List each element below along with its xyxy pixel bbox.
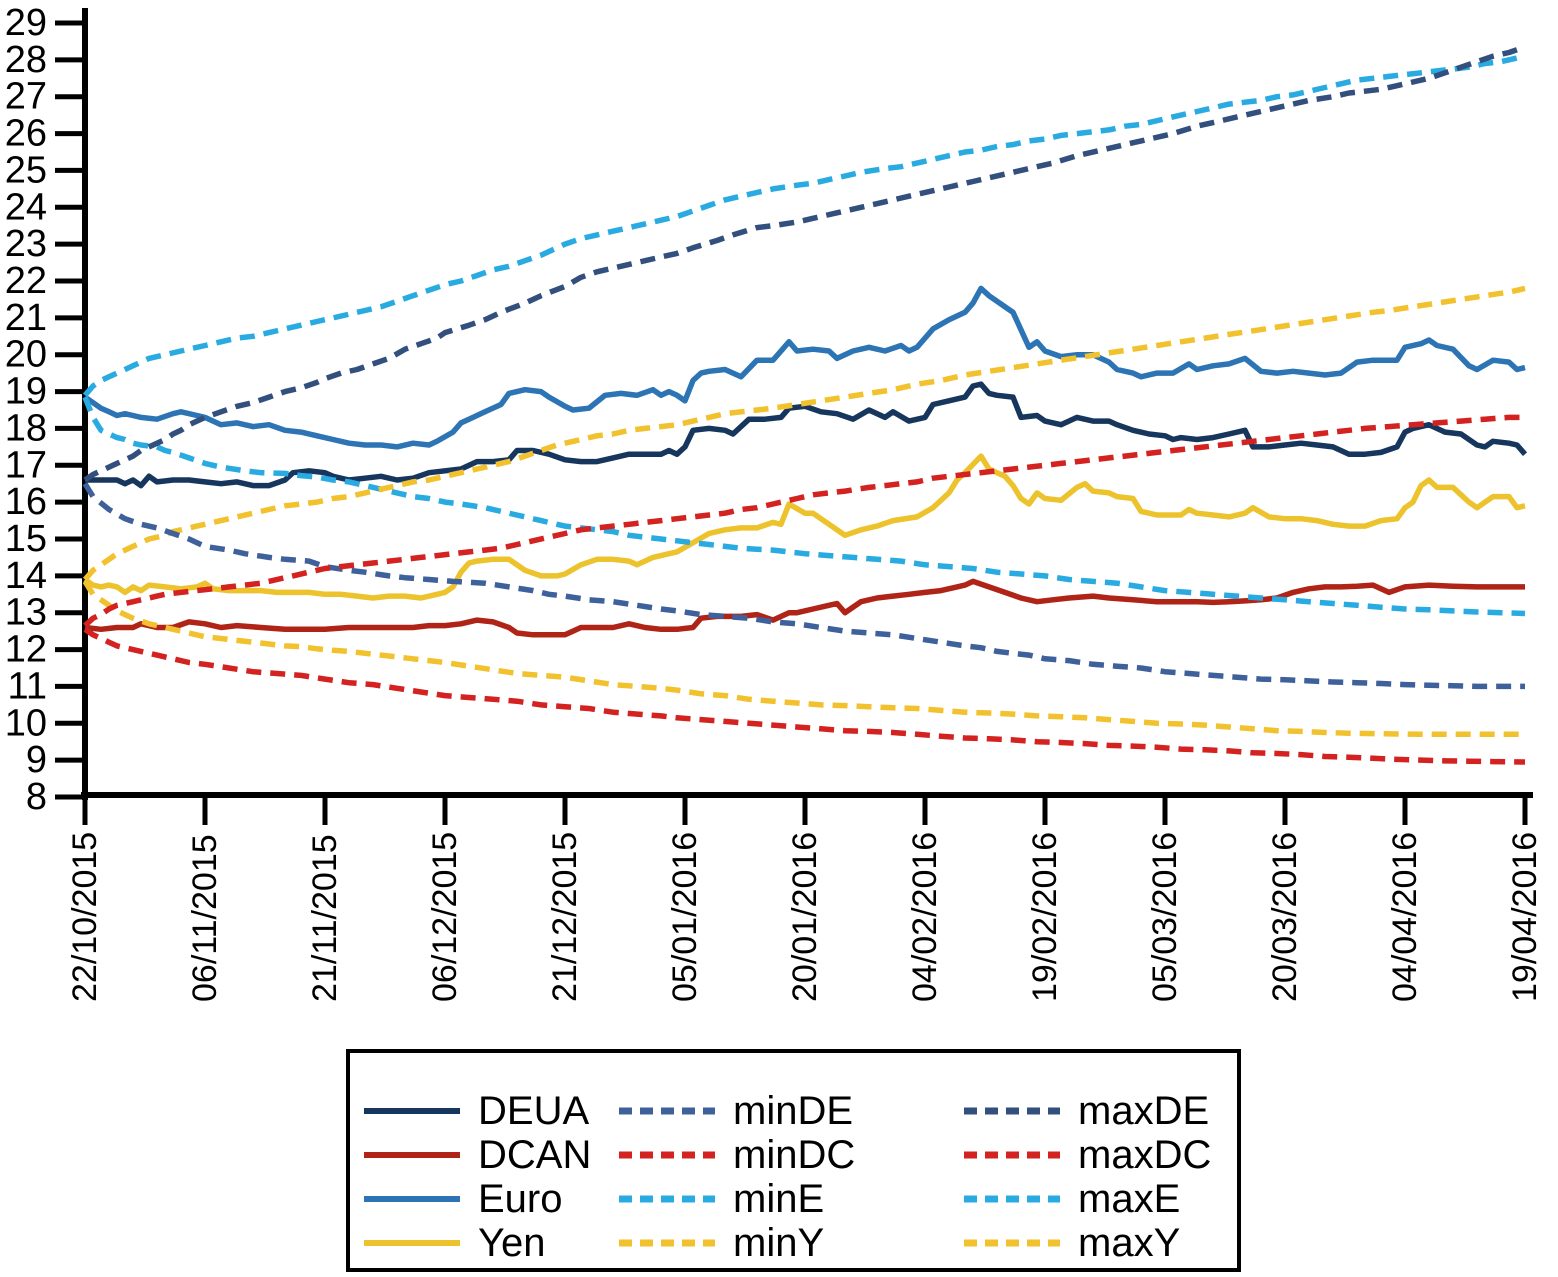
legend-item-minE: minE xyxy=(619,1177,964,1221)
legend-label-maxE: maxE xyxy=(1078,1177,1181,1221)
legend-item-minDC: minDC xyxy=(619,1133,964,1177)
series-maxDE-line xyxy=(83,44,1526,483)
legend-item-maxDE: maxDE xyxy=(964,1089,1237,1133)
legend-item-maxDC: maxDC xyxy=(964,1133,1237,1177)
x-tick-label: 06/12/2015 xyxy=(426,832,464,1002)
y-tick-label: 25 xyxy=(5,149,47,191)
x-tick-label: 06/11/2015 xyxy=(186,834,224,1002)
legend-swatch-maxDE-dashed-line-icon xyxy=(964,1107,1060,1115)
x-tick-label: 19/04/2016 xyxy=(1506,832,1544,1002)
x-tick-label: 20/01/2016 xyxy=(786,832,824,1002)
series-Euro-line xyxy=(83,285,1526,450)
legend-swatch-maxY-dashed-line-icon xyxy=(964,1239,1060,1247)
legend-label-maxDC: maxDC xyxy=(1078,1133,1212,1177)
legend-item-Euro: Euro xyxy=(364,1177,619,1221)
legend-item-DEUA: DEUA xyxy=(364,1089,619,1133)
y-tick-label: 9 xyxy=(26,739,47,781)
legend-swatch-maxDC-dashed-line-icon xyxy=(964,1151,1060,1159)
legend-label-maxY: maxY xyxy=(1078,1221,1181,1265)
legend-swatch-minE-dashed-line-icon xyxy=(619,1195,715,1203)
series-minY-line xyxy=(82,579,1525,738)
y-tick-label: 8 xyxy=(26,776,47,818)
x-tick-label: 21/12/2015 xyxy=(546,832,584,1002)
series-minDE-line xyxy=(82,482,1525,690)
legend-swatch-maxE-dashed-line-icon xyxy=(964,1195,1060,1203)
legend-swatch-Euro-line-icon xyxy=(364,1196,460,1202)
legend-swatch-minDC-dashed-line-icon xyxy=(619,1151,715,1159)
x-tick-label: 04/02/2016 xyxy=(906,832,944,1002)
legend-item-minY: minY xyxy=(619,1221,964,1265)
y-tick-label: 26 xyxy=(5,113,47,155)
series-maxDC-line xyxy=(83,414,1525,628)
legend-swatch-DEUA-line-icon xyxy=(364,1108,460,1114)
legend-label-Euro: Euro xyxy=(478,1177,563,1221)
legend-item-maxE: maxE xyxy=(964,1177,1237,1221)
y-tick-label: 27 xyxy=(5,76,47,118)
series-maxY-line xyxy=(82,285,1526,582)
series-Yen-line xyxy=(83,453,1526,601)
y-tick-label: 13 xyxy=(5,592,47,634)
y-tick-label: 29 xyxy=(5,2,47,44)
legend-label-minDE: minDE xyxy=(733,1089,854,1133)
series-minDC-line xyxy=(83,627,1526,765)
y-tick-label: 23 xyxy=(5,223,47,265)
legend-swatch-minY-dashed-line-icon xyxy=(619,1239,715,1247)
y-tick-label: 21 xyxy=(5,297,47,339)
y-tick-label: 20 xyxy=(5,334,47,376)
series-DEUA-line xyxy=(85,381,1528,489)
legend-swatch-Yen-line-icon xyxy=(364,1240,460,1246)
y-tick-label: 14 xyxy=(5,555,47,597)
legend-label-DCAN: DCAN xyxy=(478,1133,592,1177)
y-tick-label: 10 xyxy=(5,702,47,744)
y-tick-label: 18 xyxy=(5,407,47,449)
legend-label-maxDE: maxDE xyxy=(1078,1089,1210,1133)
y-tick-label: 11 xyxy=(8,665,47,707)
y-tick-label: 19 xyxy=(5,371,47,413)
series-minE-line xyxy=(82,396,1526,617)
legend-item-Yen: Yen xyxy=(364,1221,619,1265)
x-tick-label: 19/02/2016 xyxy=(1026,832,1064,1002)
y-tick-label: 12 xyxy=(5,629,47,671)
x-tick-label: 04/04/2016 xyxy=(1386,832,1424,1002)
legend-label-minDC: minDC xyxy=(733,1133,856,1177)
y-tick-label: 16 xyxy=(5,481,47,523)
x-tick-label: 20/03/2016 xyxy=(1266,832,1304,1002)
legend-item-minDE: minDE xyxy=(619,1089,964,1133)
legend-item-maxY: maxY xyxy=(964,1221,1237,1265)
chart-legend: DEUA DCAN Euro Yen minDE minDC minE minY maxDE ma… xyxy=(346,1049,1241,1272)
series-maxE-line xyxy=(82,53,1526,398)
x-tick-label: 05/03/2016 xyxy=(1146,832,1184,1002)
x-tick-label: 05/01/2016 xyxy=(666,832,704,1002)
legend-label-minY: minY xyxy=(733,1221,825,1265)
y-tick-label: 24 xyxy=(5,186,47,228)
y-tick-label: 17 xyxy=(5,444,47,486)
x-tick-label: 22/10/2015 xyxy=(66,832,104,1002)
legend-item-DCAN: DCAN xyxy=(364,1133,619,1177)
y-tick-label: 22 xyxy=(5,260,47,302)
y-tick-label: 15 xyxy=(5,518,47,560)
legend-swatch-minDE-dashed-line-icon xyxy=(619,1107,715,1115)
legend-label-Yen: Yen xyxy=(478,1221,546,1265)
x-tick-label: 21/11/2015 xyxy=(306,834,344,1002)
legend-label-DEUA: DEUA xyxy=(478,1089,590,1133)
legend-label-minE: minE xyxy=(733,1177,825,1221)
y-tick-label: 28 xyxy=(5,39,47,81)
legend-swatch-DCAN-line-icon xyxy=(364,1152,460,1158)
